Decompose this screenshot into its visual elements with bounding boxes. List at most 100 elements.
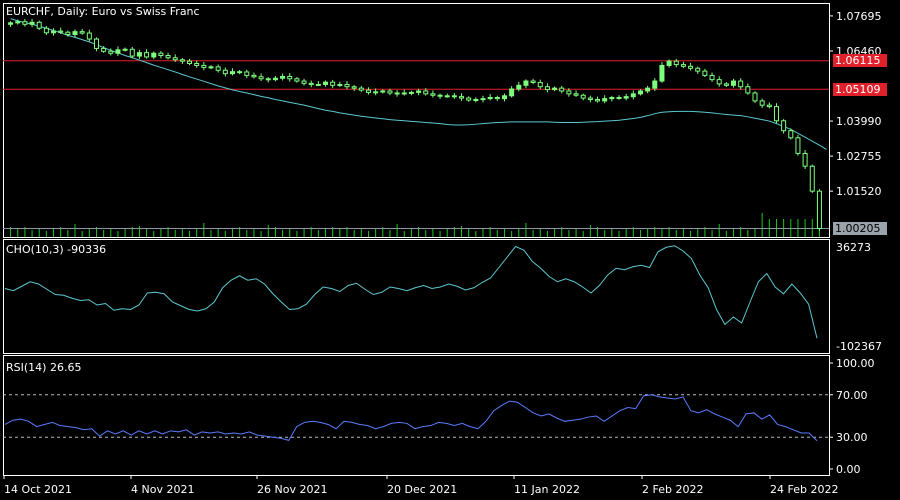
candle-body xyxy=(136,52,142,57)
rsi-title: RSI(14) 26.65 xyxy=(6,361,82,374)
chart-title: EURCHF, Daily: Euro vs Swiss Franc xyxy=(6,5,200,18)
candle-body xyxy=(201,64,207,68)
candle-body xyxy=(795,137,801,154)
candle-body xyxy=(766,104,772,108)
candle-body xyxy=(752,92,758,102)
price-tick-label: 1.03990 xyxy=(836,115,882,128)
rsi-tick-label: 70.00 xyxy=(836,389,868,402)
candle-body xyxy=(358,87,364,91)
candle-body xyxy=(580,94,586,99)
date-tick-label: 14 Oct 2021 xyxy=(4,483,72,496)
candle-body xyxy=(229,71,235,75)
candle-body xyxy=(466,97,472,101)
candle-body xyxy=(516,84,522,90)
rsi-tick-label: 30.00 xyxy=(836,431,868,444)
candle-body xyxy=(809,165,815,192)
candle-body xyxy=(552,87,558,91)
candle-body xyxy=(58,30,64,33)
candle-body xyxy=(559,87,565,92)
candle-body xyxy=(36,21,42,29)
candle-body xyxy=(480,98,486,101)
candle-body xyxy=(387,90,393,94)
candle-body xyxy=(187,60,193,64)
candle-body xyxy=(802,152,808,167)
candle-body xyxy=(179,59,185,62)
date-tick-label: 20 Dec 2021 xyxy=(387,483,457,496)
cho-line xyxy=(4,245,818,339)
date-tick-label: 24 Feb 2022 xyxy=(770,483,838,496)
candle-body xyxy=(373,91,379,94)
candle-body xyxy=(702,70,708,76)
candle-body xyxy=(459,96,465,99)
volume-bars xyxy=(10,213,820,237)
candle-body xyxy=(79,31,85,34)
price-panel-frame xyxy=(3,3,830,238)
candle-body xyxy=(380,90,386,93)
candle-body xyxy=(86,32,92,40)
candle-body xyxy=(609,97,615,100)
candle-body xyxy=(315,83,321,86)
candle-body xyxy=(781,120,787,132)
candle-body xyxy=(659,64,665,82)
hline-price-tag: 1.05109 xyxy=(833,82,887,96)
candle-body xyxy=(437,94,443,97)
candle-body xyxy=(337,83,343,86)
candle-body xyxy=(537,81,543,88)
cho-title: CHO(10,3) -90336 xyxy=(6,243,107,256)
candle-body xyxy=(15,21,21,24)
candle-body xyxy=(115,49,121,54)
candle-body xyxy=(637,90,643,95)
candle-body xyxy=(401,92,407,95)
hline-price-tag: 1.06115 xyxy=(833,54,887,68)
candle-body xyxy=(695,67,701,72)
rsi-panel-frame xyxy=(3,355,830,476)
candle-body xyxy=(680,64,686,67)
candle-body xyxy=(623,96,629,99)
candle-body xyxy=(158,52,164,57)
candle-body xyxy=(666,60,672,66)
price-tick-label: 1.01520 xyxy=(836,185,882,198)
candle-body xyxy=(738,80,744,88)
candle-body xyxy=(101,47,107,52)
candle-body xyxy=(222,69,228,75)
price-tick-label: 1.07695 xyxy=(836,10,882,23)
candle-body xyxy=(301,80,307,84)
candle-body xyxy=(573,93,579,96)
candle-body xyxy=(43,27,49,34)
candle-body xyxy=(494,97,500,100)
cho-axis-label: 36273 xyxy=(836,241,871,254)
candle-body xyxy=(323,81,329,85)
candle-body xyxy=(716,79,722,85)
price-tick-label: 1.02755 xyxy=(836,150,882,163)
cho-axis-label: -102367 xyxy=(836,340,882,353)
candle-body xyxy=(723,83,729,86)
candle-body xyxy=(129,48,135,57)
candle-body xyxy=(630,93,636,98)
candle-body xyxy=(423,90,429,95)
candle-body xyxy=(688,65,694,69)
candle-body xyxy=(788,130,794,139)
candle-body xyxy=(287,76,293,80)
candle-body xyxy=(194,62,200,66)
candle-body xyxy=(280,76,286,79)
candlestick-series xyxy=(8,18,822,231)
candle-body xyxy=(93,38,99,49)
candle-body xyxy=(745,86,751,94)
candle-body xyxy=(258,76,264,80)
candle-body xyxy=(430,93,436,96)
candle-body xyxy=(544,86,550,91)
candle-body xyxy=(566,90,572,95)
candle-body xyxy=(652,80,658,89)
candle-body xyxy=(587,97,593,100)
candle-body xyxy=(208,66,214,69)
candle-body xyxy=(308,82,314,85)
candle-body xyxy=(602,98,608,102)
candle-body xyxy=(616,97,622,100)
rsi-tick-label: 100.00 xyxy=(836,357,875,370)
candle-body xyxy=(144,52,150,58)
candle-body xyxy=(165,55,171,59)
candle-body xyxy=(108,50,114,54)
candle-body xyxy=(487,97,493,100)
date-tick-label: 4 Nov 2021 xyxy=(131,483,194,496)
